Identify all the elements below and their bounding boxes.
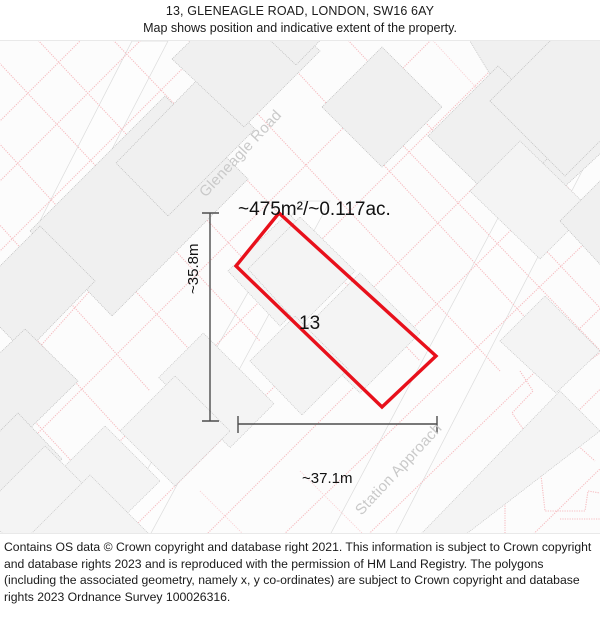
page-title: 13, GLENEAGLE ROAD, LONDON, SW16 6AY	[165, 4, 435, 18]
dimension-lines	[202, 212, 438, 433]
map-header: 13, GLENEAGLE ROAD, LONDON, SW16 6AY Map…	[0, 0, 600, 40]
copyright-footer: Contains OS data © Crown copyright and d…	[0, 536, 600, 625]
page-subtitle: Map shows position and indicative extent…	[143, 21, 457, 35]
property-parcel-outline[interactable]	[233, 210, 439, 410]
dimension-label-horizontal: ~37.1m	[302, 470, 353, 487]
map-vector-layer: .bldg { fill:#f0f0f0; stroke:#b9b9b9; st…	[0, 41, 600, 533]
map-canvas[interactable]: .bldg { fill:#f0f0f0; stroke:#b9b9b9; st…	[0, 40, 600, 534]
parcel-area-label: ~475m²/~0.117ac.	[238, 199, 391, 220]
building-footprints	[0, 41, 600, 533]
copyright-text: Contains OS data © Crown copyright and d…	[4, 540, 592, 605]
parcel-number-label: 13	[299, 313, 321, 334]
dimension-label-vertical: ~35.8m	[185, 243, 202, 294]
